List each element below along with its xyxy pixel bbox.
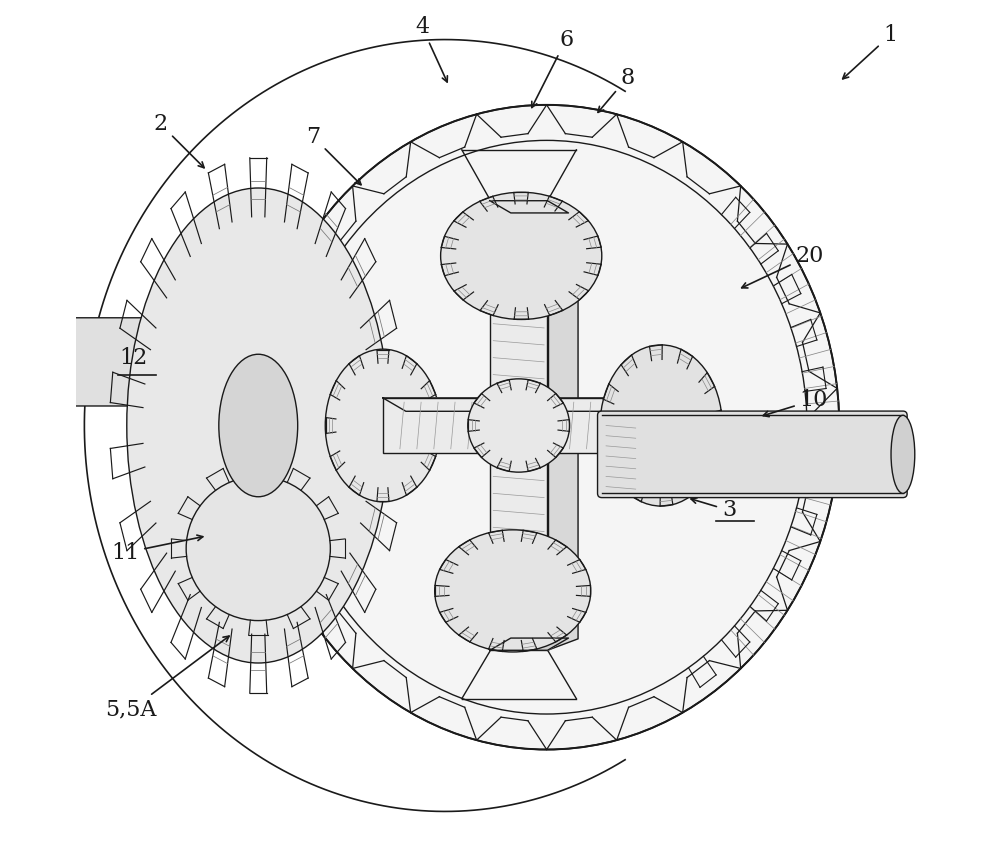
Text: 1: 1 [843, 25, 897, 79]
Ellipse shape [325, 349, 441, 502]
Ellipse shape [435, 530, 591, 652]
Polygon shape [383, 398, 677, 411]
Polygon shape [390, 397, 422, 454]
Text: 7: 7 [306, 126, 361, 185]
FancyBboxPatch shape [490, 201, 548, 650]
Text: 3: 3 [691, 498, 736, 522]
Text: 10: 10 [763, 389, 828, 417]
Ellipse shape [891, 415, 915, 494]
Ellipse shape [600, 345, 722, 506]
Text: 20: 20 [742, 245, 824, 288]
Text: 4: 4 [415, 16, 447, 82]
Text: 6: 6 [532, 29, 573, 107]
Text: 2: 2 [154, 113, 204, 168]
FancyBboxPatch shape [598, 411, 907, 498]
Polygon shape [548, 201, 578, 650]
Text: 11: 11 [111, 535, 203, 563]
FancyBboxPatch shape [66, 317, 235, 406]
Ellipse shape [468, 379, 570, 472]
Text: 8: 8 [598, 66, 634, 112]
Ellipse shape [186, 477, 330, 620]
Ellipse shape [441, 192, 602, 319]
Polygon shape [490, 201, 568, 213]
Text: 5,5A: 5,5A [105, 636, 229, 721]
Polygon shape [490, 638, 568, 650]
Ellipse shape [127, 188, 390, 663]
Ellipse shape [219, 354, 298, 497]
FancyBboxPatch shape [383, 398, 654, 453]
Ellipse shape [254, 105, 839, 750]
Text: 12: 12 [119, 346, 148, 368]
